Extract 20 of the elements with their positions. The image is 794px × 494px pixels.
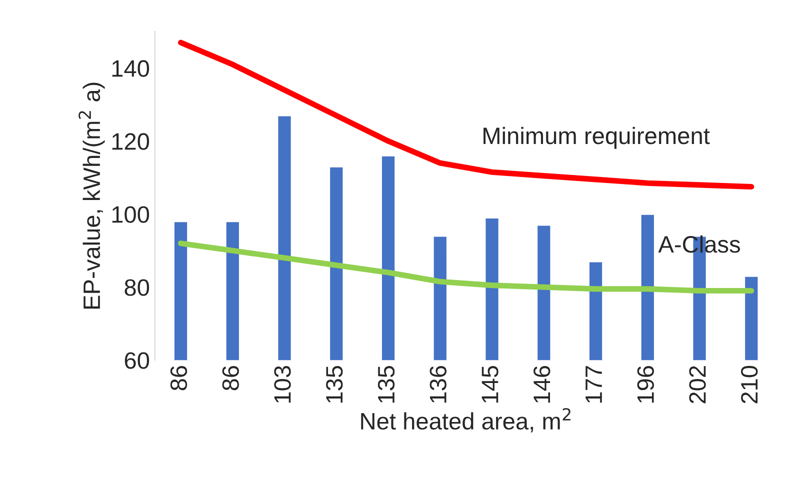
x-tick-label: 86 [170, 366, 188, 390]
x-tick-label: 145 [482, 366, 498, 403]
y-tick-label: 120 [112, 133, 150, 150]
x-tick-label: 146 [534, 366, 550, 403]
x-tick-label: 136 [430, 366, 446, 403]
x-tick-label: 103 [274, 366, 291, 403]
y-tick-label: 140 [112, 60, 150, 77]
x-tick-label: 135 [326, 366, 343, 403]
x-tick-label: 135 [378, 366, 395, 403]
x-tick-label: 210 [741, 366, 758, 404]
x-tick-label: 196 [637, 366, 654, 403]
y-tick-label: 80 [124, 279, 150, 296]
y-tick-label: 60 [124, 352, 150, 369]
x-tick-label: 177 [586, 366, 602, 403]
x-tick-label: 86 [222, 366, 239, 390]
x-tick-label: 202 [689, 366, 706, 404]
series-label: Minimum requirement [484, 126, 710, 149]
y-tick-label: 100 [112, 206, 150, 223]
x-axis-title: Net heated area, m$^{2}$ [361, 408, 570, 432]
y-axis-title: EP-value, kWh/(m$^{2}$ a) [78, 82, 105, 309]
